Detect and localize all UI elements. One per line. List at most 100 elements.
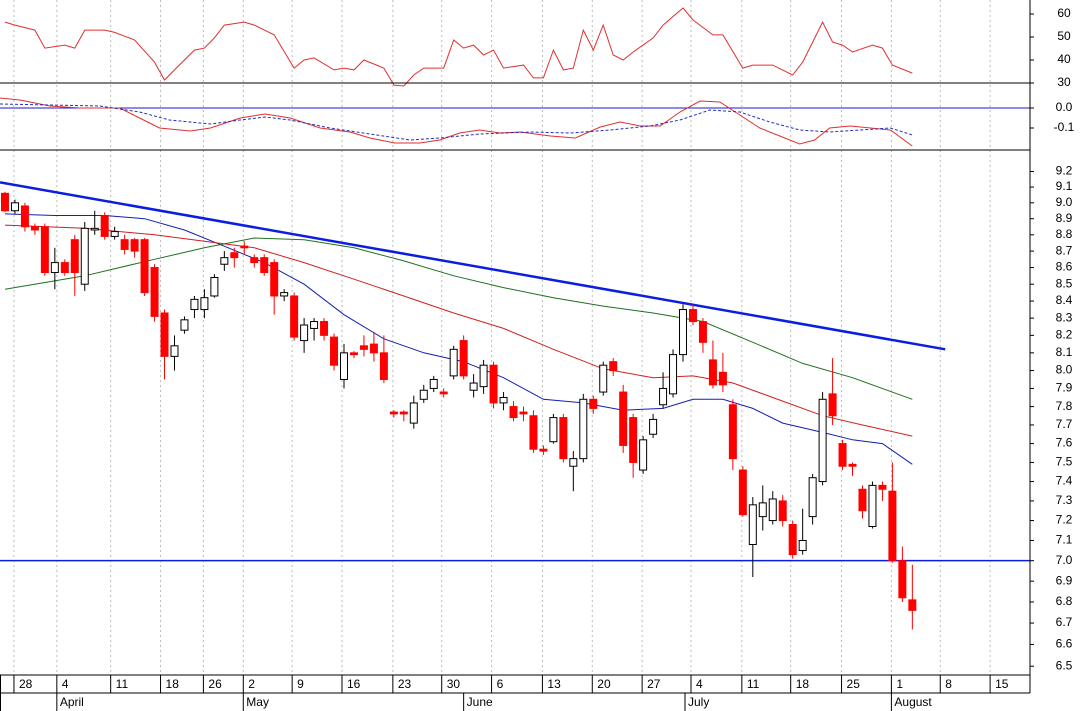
candle-body: [270, 262, 279, 297]
y-tick-label: 7.6: [1056, 436, 1073, 450]
candle-body: [90, 227, 99, 231]
candle-body: [728, 404, 737, 460]
y-tick-label: 50: [1057, 29, 1071, 43]
candle-body: [190, 298, 199, 311]
x-tick-label: 18: [796, 677, 810, 691]
candle-body: [579, 398, 588, 460]
candle-body: [898, 560, 907, 599]
candle-body: [599, 364, 608, 393]
candle-body: [439, 391, 448, 395]
month-label: April: [60, 695, 84, 709]
candle-body: [60, 262, 69, 274]
y-tick-label: 6.8: [1056, 594, 1073, 608]
candle-body: [230, 252, 239, 259]
candle-body: [130, 239, 139, 252]
x-tick-label: 25: [847, 677, 861, 691]
y-tick-label: 7.4: [1056, 474, 1073, 488]
y-tick-label: 8.0: [1056, 363, 1073, 377]
candle-body: [659, 387, 668, 406]
y-tick-label: -0.1: [1054, 120, 1075, 134]
x-tick-label: 27: [647, 677, 661, 691]
candle-body: [359, 345, 368, 350]
candle-body: [330, 336, 339, 366]
moving-average: [4, 224, 913, 437]
candle-body: [369, 343, 378, 354]
x-tick-label: 4: [62, 677, 69, 691]
candle-body: [479, 364, 488, 388]
candle-body: [80, 227, 89, 285]
candle-body: [629, 417, 638, 463]
candle-body: [748, 504, 757, 545]
candle-body: [888, 490, 897, 562]
candle-body: [300, 324, 309, 342]
x-tick-label: 6: [497, 677, 504, 691]
x-tick-label: 1: [896, 677, 903, 691]
x-tick-label: 26: [208, 677, 222, 691]
candle-body: [339, 352, 348, 380]
moving-average: [4, 237, 913, 400]
y-tick-label: 60: [1057, 6, 1071, 20]
candle-body: [429, 378, 438, 389]
candle-body: [110, 231, 119, 237]
candle-body: [250, 257, 259, 264]
candle-body: [848, 463, 857, 467]
candle-body: [290, 295, 299, 338]
candle-body: [449, 348, 458, 377]
moving-average: [4, 213, 913, 465]
candle-body: [409, 402, 418, 424]
candle-body: [718, 371, 727, 386]
candle-body: [808, 477, 817, 518]
candle-body: [210, 277, 219, 297]
candle-body: [70, 239, 79, 274]
candle-body: [639, 439, 648, 471]
y-tick-label: 8.7: [1056, 243, 1073, 257]
candle-body: [539, 448, 548, 452]
candle-body: [170, 345, 179, 357]
candle-body: [120, 239, 129, 250]
y-tick-label: 8.2: [1056, 328, 1073, 342]
candle-body: [619, 391, 628, 446]
candle-body: [320, 321, 329, 336]
y-tick-label: 40: [1057, 52, 1071, 66]
x-tick-label: 8: [945, 677, 952, 691]
x-tick-label: 23: [398, 677, 412, 691]
candle-body: [698, 321, 707, 343]
x-tick-label: 11: [747, 677, 760, 691]
candle-body: [818, 398, 827, 483]
candle-body: [20, 205, 29, 228]
candle-body: [669, 354, 678, 395]
x-tick-label: 28: [19, 677, 33, 691]
y-tick-label: 6.7: [1056, 615, 1073, 629]
candle-body: [858, 488, 867, 512]
y-tick-label: 7.5: [1056, 455, 1073, 469]
y-tick-label: 8.1: [1056, 345, 1073, 359]
candle-body: [838, 443, 847, 467]
candle-body: [310, 321, 319, 329]
candle-body: [200, 297, 209, 311]
candle-body: [30, 226, 39, 231]
x-tick-label: 16: [347, 677, 361, 691]
candle-body: [609, 361, 618, 372]
candle-body: [509, 406, 518, 419]
y-tick-label: 9.2: [1056, 164, 1073, 178]
y-tick-label: 8.6: [1056, 260, 1073, 274]
candle-body: [828, 393, 837, 417]
y-tick-label: 7.7: [1056, 417, 1073, 431]
candle-body: [40, 226, 49, 274]
candle-body: [788, 524, 797, 556]
candle-body: [589, 398, 598, 409]
y-tick-label: 8.9: [1056, 211, 1073, 225]
candle-body: [798, 539, 807, 552]
y-tick-label: 6.9: [1056, 573, 1073, 587]
x-tick-label: 9: [297, 677, 304, 691]
x-tick-label: 13: [547, 677, 561, 691]
month-label: July: [688, 695, 709, 709]
candle-body: [519, 411, 528, 415]
candle-body: [529, 415, 538, 450]
candle-body: [908, 599, 917, 611]
month-label: May: [246, 695, 269, 709]
candle-body: [708, 359, 717, 386]
candle-body: [140, 239, 149, 294]
candle-body: [220, 257, 229, 265]
